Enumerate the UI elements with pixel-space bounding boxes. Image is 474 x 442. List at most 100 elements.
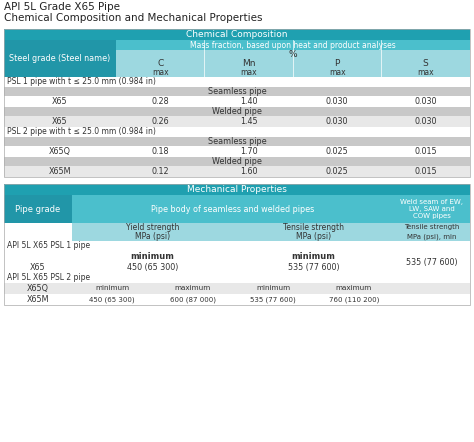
Text: 0.015: 0.015	[414, 167, 437, 176]
Text: Yield strength: Yield strength	[126, 223, 179, 232]
Text: X65: X65	[30, 263, 46, 272]
Text: Welded pipe: Welded pipe	[212, 107, 262, 116]
Bar	[233, 232, 394, 241]
Bar	[4, 157, 470, 166]
Text: X65Q: X65Q	[27, 284, 49, 293]
Bar	[394, 195, 470, 223]
Text: 1.60: 1.60	[240, 167, 257, 176]
Bar	[4, 251, 470, 262]
Text: Mechanical Properties: Mechanical Properties	[187, 185, 287, 194]
Text: 0.030: 0.030	[414, 97, 437, 106]
Text: max: max	[240, 68, 257, 77]
Text: Weld seam of EW,
LW, SAW and
COW pipes: Weld seam of EW, LW, SAW and COW pipes	[401, 199, 464, 219]
Bar	[4, 137, 470, 146]
Bar	[4, 77, 470, 87]
Text: 450 (65 300): 450 (65 300)	[90, 296, 135, 303]
Bar	[116, 50, 470, 59]
Text: API 5L Grade X65 Pipe: API 5L Grade X65 Pipe	[4, 2, 120, 12]
Text: minimum: minimum	[95, 286, 129, 292]
Text: Chemical Composition: Chemical Composition	[186, 30, 288, 39]
Text: C: C	[157, 59, 164, 68]
Text: minimum: minimum	[292, 252, 336, 261]
Text: API 5L X65 PSL 1 pipe: API 5L X65 PSL 1 pipe	[7, 241, 90, 251]
Text: Seamless pipe: Seamless pipe	[208, 87, 266, 96]
Bar	[72, 223, 233, 232]
Text: 0.025: 0.025	[326, 147, 348, 156]
Bar	[4, 184, 470, 195]
Text: S: S	[423, 59, 428, 68]
Bar	[4, 116, 470, 127]
Bar	[4, 166, 470, 177]
Text: 535 (77 600): 535 (77 600)	[406, 258, 458, 267]
Text: MPa (psi), min: MPa (psi), min	[407, 233, 457, 240]
Text: Welded pipe: Welded pipe	[212, 157, 262, 166]
Bar	[116, 40, 470, 50]
Text: MPa (psi): MPa (psi)	[296, 232, 331, 241]
Text: 1.40: 1.40	[240, 97, 257, 106]
Text: 0.030: 0.030	[326, 97, 348, 106]
Text: Tensile strength: Tensile strength	[404, 225, 460, 230]
Text: API 5L X65 PSL 2 pipe: API 5L X65 PSL 2 pipe	[7, 274, 90, 282]
Bar	[394, 251, 470, 273]
Bar	[72, 195, 394, 223]
Text: 600 (87 000): 600 (87 000)	[170, 296, 216, 303]
Text: 0.030: 0.030	[414, 117, 437, 126]
Bar	[4, 96, 470, 107]
Text: 0.030: 0.030	[326, 117, 348, 126]
Text: PSL 2 pipe with t ≤ 25.0 mm (0.984 in): PSL 2 pipe with t ≤ 25.0 mm (0.984 in)	[7, 127, 156, 137]
Bar	[116, 59, 470, 68]
Bar	[394, 223, 470, 232]
Text: 0.025: 0.025	[326, 167, 348, 176]
Text: Seamless pipe: Seamless pipe	[208, 137, 266, 146]
Text: 0.015: 0.015	[414, 147, 437, 156]
Text: maximum: maximum	[174, 286, 211, 292]
Text: 535 (77 600): 535 (77 600)	[250, 296, 296, 303]
Text: X65Q: X65Q	[49, 147, 71, 156]
Bar	[4, 146, 470, 157]
Bar	[4, 294, 470, 305]
Text: 0.18: 0.18	[152, 147, 169, 156]
Text: X65: X65	[52, 117, 68, 126]
Text: 0.12: 0.12	[151, 167, 169, 176]
Text: X65: X65	[52, 97, 68, 106]
Text: Mn: Mn	[242, 59, 255, 68]
Text: 450 (65 300): 450 (65 300)	[127, 263, 178, 272]
Text: Chemical Composition and Mechanical Properties: Chemical Composition and Mechanical Prop…	[4, 13, 263, 23]
Text: max: max	[418, 68, 434, 77]
Text: PSL 1 pipe with t ≤ 25.0 mm (0.984 in): PSL 1 pipe with t ≤ 25.0 mm (0.984 in)	[7, 77, 156, 87]
Bar	[72, 232, 233, 241]
Bar	[4, 273, 470, 283]
Bar	[4, 241, 470, 251]
Text: MPa (psi): MPa (psi)	[135, 232, 170, 241]
Bar	[4, 29, 470, 40]
Bar	[4, 195, 72, 223]
Bar	[394, 232, 470, 241]
Text: X65M: X65M	[49, 167, 71, 176]
Text: Tensile strength: Tensile strength	[283, 223, 344, 232]
Bar	[4, 262, 394, 273]
Text: Mass fraction, based upon heat and product analyses: Mass fraction, based upon heat and produ…	[190, 41, 396, 50]
Text: 0.26: 0.26	[151, 117, 169, 126]
Bar	[4, 251, 72, 273]
Text: minimum: minimum	[256, 286, 290, 292]
Bar	[4, 184, 470, 305]
Bar	[4, 29, 470, 177]
Bar	[4, 127, 470, 137]
Text: Steel grade (Steel name): Steel grade (Steel name)	[9, 54, 110, 63]
Text: Pipe grade: Pipe grade	[15, 205, 61, 213]
Text: 760 (110 200): 760 (110 200)	[328, 296, 379, 303]
Bar	[4, 107, 470, 116]
Text: 535 (77 600): 535 (77 600)	[288, 263, 339, 272]
Bar	[116, 68, 470, 77]
Text: max: max	[329, 68, 346, 77]
Text: P: P	[335, 59, 340, 68]
Text: 1.45: 1.45	[240, 117, 257, 126]
Text: 0.28: 0.28	[151, 97, 169, 106]
Text: maximum: maximum	[336, 286, 372, 292]
Bar	[4, 283, 470, 294]
Bar	[4, 87, 470, 96]
Text: Pipe body of seamless and welded pipes: Pipe body of seamless and welded pipes	[151, 205, 315, 213]
Text: %: %	[289, 50, 297, 59]
Text: minimum: minimum	[130, 252, 174, 261]
Text: 1.70: 1.70	[240, 147, 257, 156]
